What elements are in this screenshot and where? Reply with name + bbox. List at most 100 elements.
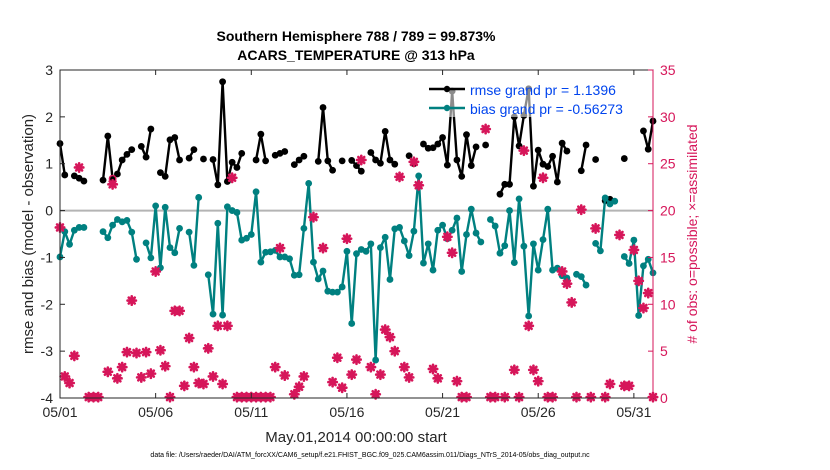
obs-assimilated-marker	[408, 156, 420, 168]
rmse-point	[348, 157, 356, 164]
rmse-point	[324, 157, 332, 165]
obs-assimilated-marker	[174, 305, 186, 317]
obs-assimilated-marker	[513, 391, 525, 403]
obs-assimilated-marker	[164, 391, 176, 403]
obs-assimilated-marker	[389, 345, 401, 357]
y2-tick-label: 30	[660, 109, 676, 125]
obs-assimilated-marker	[68, 350, 80, 362]
bias-point	[252, 188, 260, 196]
obs-assimilated-marker	[614, 229, 626, 241]
obs-assimilated-marker	[317, 242, 329, 254]
bias-point	[171, 249, 179, 257]
y-tick-label: -3	[41, 343, 54, 359]
rmse-point	[290, 161, 298, 169]
rmse-line	[317, 106, 334, 171]
y2-tick-label: 5	[660, 343, 668, 359]
y-tick-label: -1	[41, 249, 54, 265]
chart-title: Southern Hemisphere 788 / 789 = 99.873%	[217, 28, 497, 44]
obs-assimilated-marker	[403, 371, 415, 383]
obs-assimilated-marker	[556, 265, 568, 277]
bias-point	[176, 224, 183, 232]
bias-point	[329, 288, 336, 296]
bias-point	[243, 234, 250, 242]
rmse-point	[109, 175, 117, 183]
y-tick-label: 2	[45, 109, 53, 125]
rmse-point	[123, 150, 131, 158]
rmse-point	[319, 104, 327, 111]
bias-point	[386, 276, 394, 283]
x-tick-label: 05/06	[138, 404, 173, 420]
y2-tick-label: 25	[660, 156, 676, 172]
rmse-point	[142, 153, 150, 161]
bias-point	[644, 255, 652, 263]
bias-point	[501, 242, 509, 250]
obs-assimilated-marker	[398, 361, 410, 373]
obs-assimilated-marker	[365, 361, 377, 373]
obs-assimilated-marker	[183, 332, 195, 344]
bias-point	[190, 261, 198, 269]
obs-assimilated-marker	[197, 378, 209, 390]
y-axis-label: rmse and bias (model - observation)	[20, 114, 37, 354]
rmse-point	[372, 156, 380, 164]
bias-point	[152, 202, 160, 210]
bias-point	[109, 221, 117, 229]
rmse-point	[640, 127, 647, 135]
bias-point	[372, 356, 380, 364]
obs-assimilated-marker	[642, 287, 654, 299]
rmse-point	[530, 182, 537, 190]
legend-box	[424, 77, 648, 117]
y-tick-label: 1	[45, 156, 53, 172]
rmse-point	[377, 159, 384, 167]
obs-assimilated-marker	[427, 363, 439, 375]
bias-point	[534, 266, 542, 274]
obs-assimilated-marker	[92, 391, 104, 403]
rmse-point	[99, 176, 107, 184]
bias-point	[515, 195, 523, 203]
obs-assimilated-marker	[116, 361, 128, 373]
bias-point	[640, 262, 647, 270]
obs-assimilated-marker	[145, 368, 157, 380]
obs-assimilated-marker	[140, 346, 152, 358]
rmse-point	[420, 140, 427, 148]
bias-point	[276, 253, 284, 261]
x-tick-label: 05/01	[42, 404, 77, 420]
rmse-point	[113, 170, 121, 178]
bias-point	[295, 271, 303, 279]
rmse-point	[558, 139, 566, 147]
bias-point	[439, 221, 446, 229]
bias-point	[75, 224, 83, 231]
obs-assimilated-marker	[633, 275, 645, 287]
obs-assimilated-marker	[221, 320, 233, 332]
rmse-point	[620, 155, 628, 162]
obs-assimilated-marker	[64, 377, 76, 389]
obs-assimilated-marker	[527, 364, 539, 376]
rmse-point	[80, 177, 88, 185]
obs-assimilated-marker	[370, 388, 382, 400]
y2-tick-label: 15	[660, 249, 676, 265]
obs-assimilated-marker	[217, 378, 229, 390]
bias-point	[458, 268, 466, 275]
obs-assimilated-marker	[178, 380, 190, 392]
obs-assimilated-marker	[346, 369, 358, 381]
y-tick-label: 0	[45, 203, 53, 219]
bias-point	[128, 228, 136, 236]
rmse-point	[200, 155, 207, 163]
bias-point	[377, 244, 384, 251]
obs-assimilated-marker	[374, 369, 386, 381]
bias-point	[463, 231, 470, 238]
obs-assimilated-marker	[111, 372, 123, 384]
bias-point	[223, 203, 231, 211]
y2-tick-label: 10	[660, 296, 676, 312]
bias-point	[467, 205, 475, 213]
rmse-point	[161, 172, 169, 180]
bias-point	[491, 222, 499, 230]
bias-point	[506, 207, 513, 214]
obs-assimilated-marker	[131, 347, 143, 359]
rmse-point	[467, 162, 475, 169]
rmse-point	[443, 161, 451, 169]
bias-point	[343, 247, 351, 255]
obs-assimilated-marker	[599, 391, 611, 403]
obs-assimilated-marker	[59, 370, 71, 382]
rmse-point	[463, 131, 470, 139]
bias-point	[257, 258, 265, 266]
